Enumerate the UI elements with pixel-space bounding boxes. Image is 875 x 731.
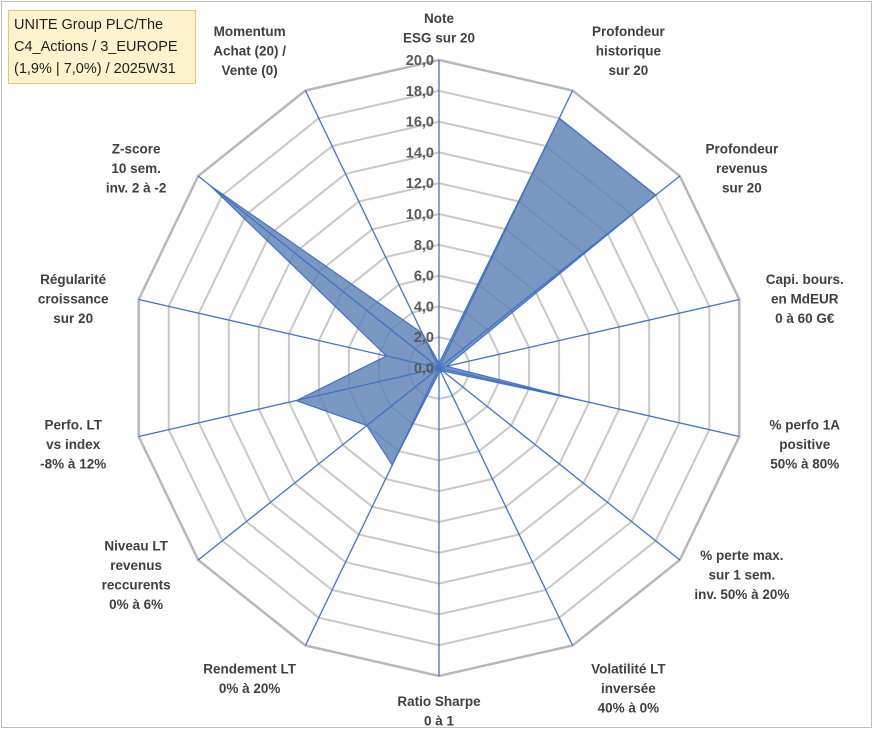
- axis-label-line: Z-score: [112, 142, 161, 157]
- axis-label-line: Volatilité LT: [591, 662, 666, 677]
- axis-label-line: inv. 50% à 20%: [694, 587, 789, 602]
- axis-spoke: [197, 367, 440, 561]
- axis-label-line: historique: [596, 43, 662, 58]
- axis-label-line: Niveau LT: [104, 538, 168, 553]
- tick-label: 2,0: [414, 330, 434, 346]
- axis-label-line: sur 20: [722, 181, 762, 196]
- axis-label-line: inv. 2 à -2: [106, 181, 167, 196]
- axis-label-line: 0 à 1: [424, 714, 455, 729]
- axis-label: Profondeur historique sur 20: [592, 24, 665, 78]
- axis-label-line: sur 20: [53, 311, 93, 326]
- axis-label-line: 50% à 80%: [770, 456, 839, 471]
- tick-label: 16,0: [406, 115, 434, 131]
- axis-spoke: [197, 175, 440, 369]
- axis-label: Profondeur revenus sur 20: [706, 142, 779, 196]
- tick-label: 12,0: [406, 176, 434, 192]
- tick-label: 18,0: [406, 84, 434, 100]
- axis-label-line: inversée: [601, 681, 656, 696]
- axis-label: Z-score 10 sem. inv. 2 à -2: [106, 142, 167, 196]
- axis-label-line: 10 sem.: [111, 161, 161, 176]
- axis-label: Rendement LT 0% à 20%: [203, 662, 297, 697]
- axis-label-line: ESG sur 20: [403, 31, 475, 46]
- axis-label-line: Profondeur: [706, 142, 779, 157]
- axis-label-line: -8% à 12%: [40, 456, 106, 471]
- axis-label: Note ESG sur 20: [403, 11, 475, 46]
- axis-label: Capi. bours. en MdEUR 0 à 60 G€: [766, 272, 844, 326]
- axis-label-line: croissance: [38, 292, 109, 307]
- radar-spokes: [138, 60, 740, 676]
- axis-label-line: 0% à 6%: [109, 597, 163, 612]
- tick-label: 0,0: [414, 361, 434, 377]
- axis-label-line: vs index: [46, 437, 101, 452]
- axis-label: Volatilité LT inversée 40% à 0%: [591, 662, 666, 716]
- axis-label-line: % perfo 1A: [770, 417, 841, 432]
- axis-label-line: revenus: [110, 558, 162, 573]
- tick-label: 20,0: [406, 53, 434, 69]
- axis-spoke: [438, 367, 681, 561]
- axis-label: % perfo 1A positive 50% à 80%: [770, 417, 841, 471]
- axis-label-line: Rendement LT: [203, 662, 297, 677]
- axis-label-line: 40% à 0%: [598, 701, 660, 716]
- axis-label-line: Vente (0): [221, 63, 277, 78]
- axis-label-line: Ratio Sharpe: [397, 694, 481, 709]
- axis-spoke: [138, 367, 440, 438]
- axis-label-line: sur 1 sem.: [709, 568, 776, 583]
- tick-label: 10,0: [406, 207, 434, 223]
- title-line-3: (1,9% | 7,0%) / 2025W31: [14, 61, 176, 77]
- axis-spoke: [138, 298, 440, 369]
- axis-label: Perfo. LT vs index -8% à 12%: [40, 417, 106, 471]
- axis-label-line: en MdEUR: [771, 292, 839, 307]
- tick-label: 8,0: [414, 238, 434, 254]
- axis-label: Niveau LT revenus reccurents 0% à 6%: [102, 538, 171, 612]
- series-area: [209, 117, 657, 467]
- axis-spoke: [438, 367, 740, 438]
- title-line-2: C4_Actions / 3_EUROPE: [14, 39, 178, 55]
- axis-label-line: revenus: [716, 161, 768, 176]
- axis-label: Ratio Sharpe 0 à 1: [397, 694, 481, 729]
- axis-label: Régularité croissance sur 20: [38, 272, 109, 326]
- axis-label: Momentum Achat (20) / Vente (0): [213, 24, 286, 78]
- axis-spoke: [438, 175, 681, 369]
- axis-label-line: Régularité: [40, 272, 107, 287]
- axis-spoke: [304, 367, 440, 646]
- axis-spoke: [438, 90, 574, 369]
- tick-label: 14,0: [406, 145, 434, 161]
- radar-series: [209, 117, 657, 467]
- chart-title-box: UNITE Group PLC/The C4_Actions / 3_EUROP…: [8, 10, 196, 84]
- tick-labels: 0,0 2,0 4,0 6,0 8,0 10,0 12,0 14,0 16,0 18,0 20,0: [406, 53, 434, 377]
- axis-labels: Note ESG sur 20 Profondeur historique sur 20…: [38, 11, 844, 729]
- axis-label-line: Achat (20) /: [213, 43, 286, 58]
- title-line-1: UNITE Group PLC/The: [14, 17, 164, 33]
- axis-label-line: Momentum: [214, 24, 286, 39]
- axis-label-line: sur 20: [609, 63, 649, 78]
- axis-spoke: [438, 298, 740, 369]
- axis-label-line: Capi. bours.: [766, 272, 844, 287]
- axis-label-line: reccurents: [102, 577, 171, 592]
- axis-label-line: positive: [779, 437, 831, 452]
- tick-label: 6,0: [414, 269, 434, 285]
- tick-label: 4,0: [414, 299, 434, 315]
- axis-label: % perte max. sur 1 sem. inv. 50% à 20%: [694, 548, 789, 602]
- axis-label-line: Note: [424, 11, 454, 26]
- axis-spoke: [304, 90, 440, 369]
- axis-label-line: Profondeur: [592, 24, 665, 39]
- axis-spoke: [438, 367, 574, 646]
- axis-label-line: 0% à 20%: [219, 681, 281, 696]
- axis-label-line: Perfo. LT: [44, 417, 102, 432]
- axis-label-line: 0 à 60 G€: [775, 311, 835, 326]
- axis-label-line: % perte max.: [700, 548, 783, 563]
